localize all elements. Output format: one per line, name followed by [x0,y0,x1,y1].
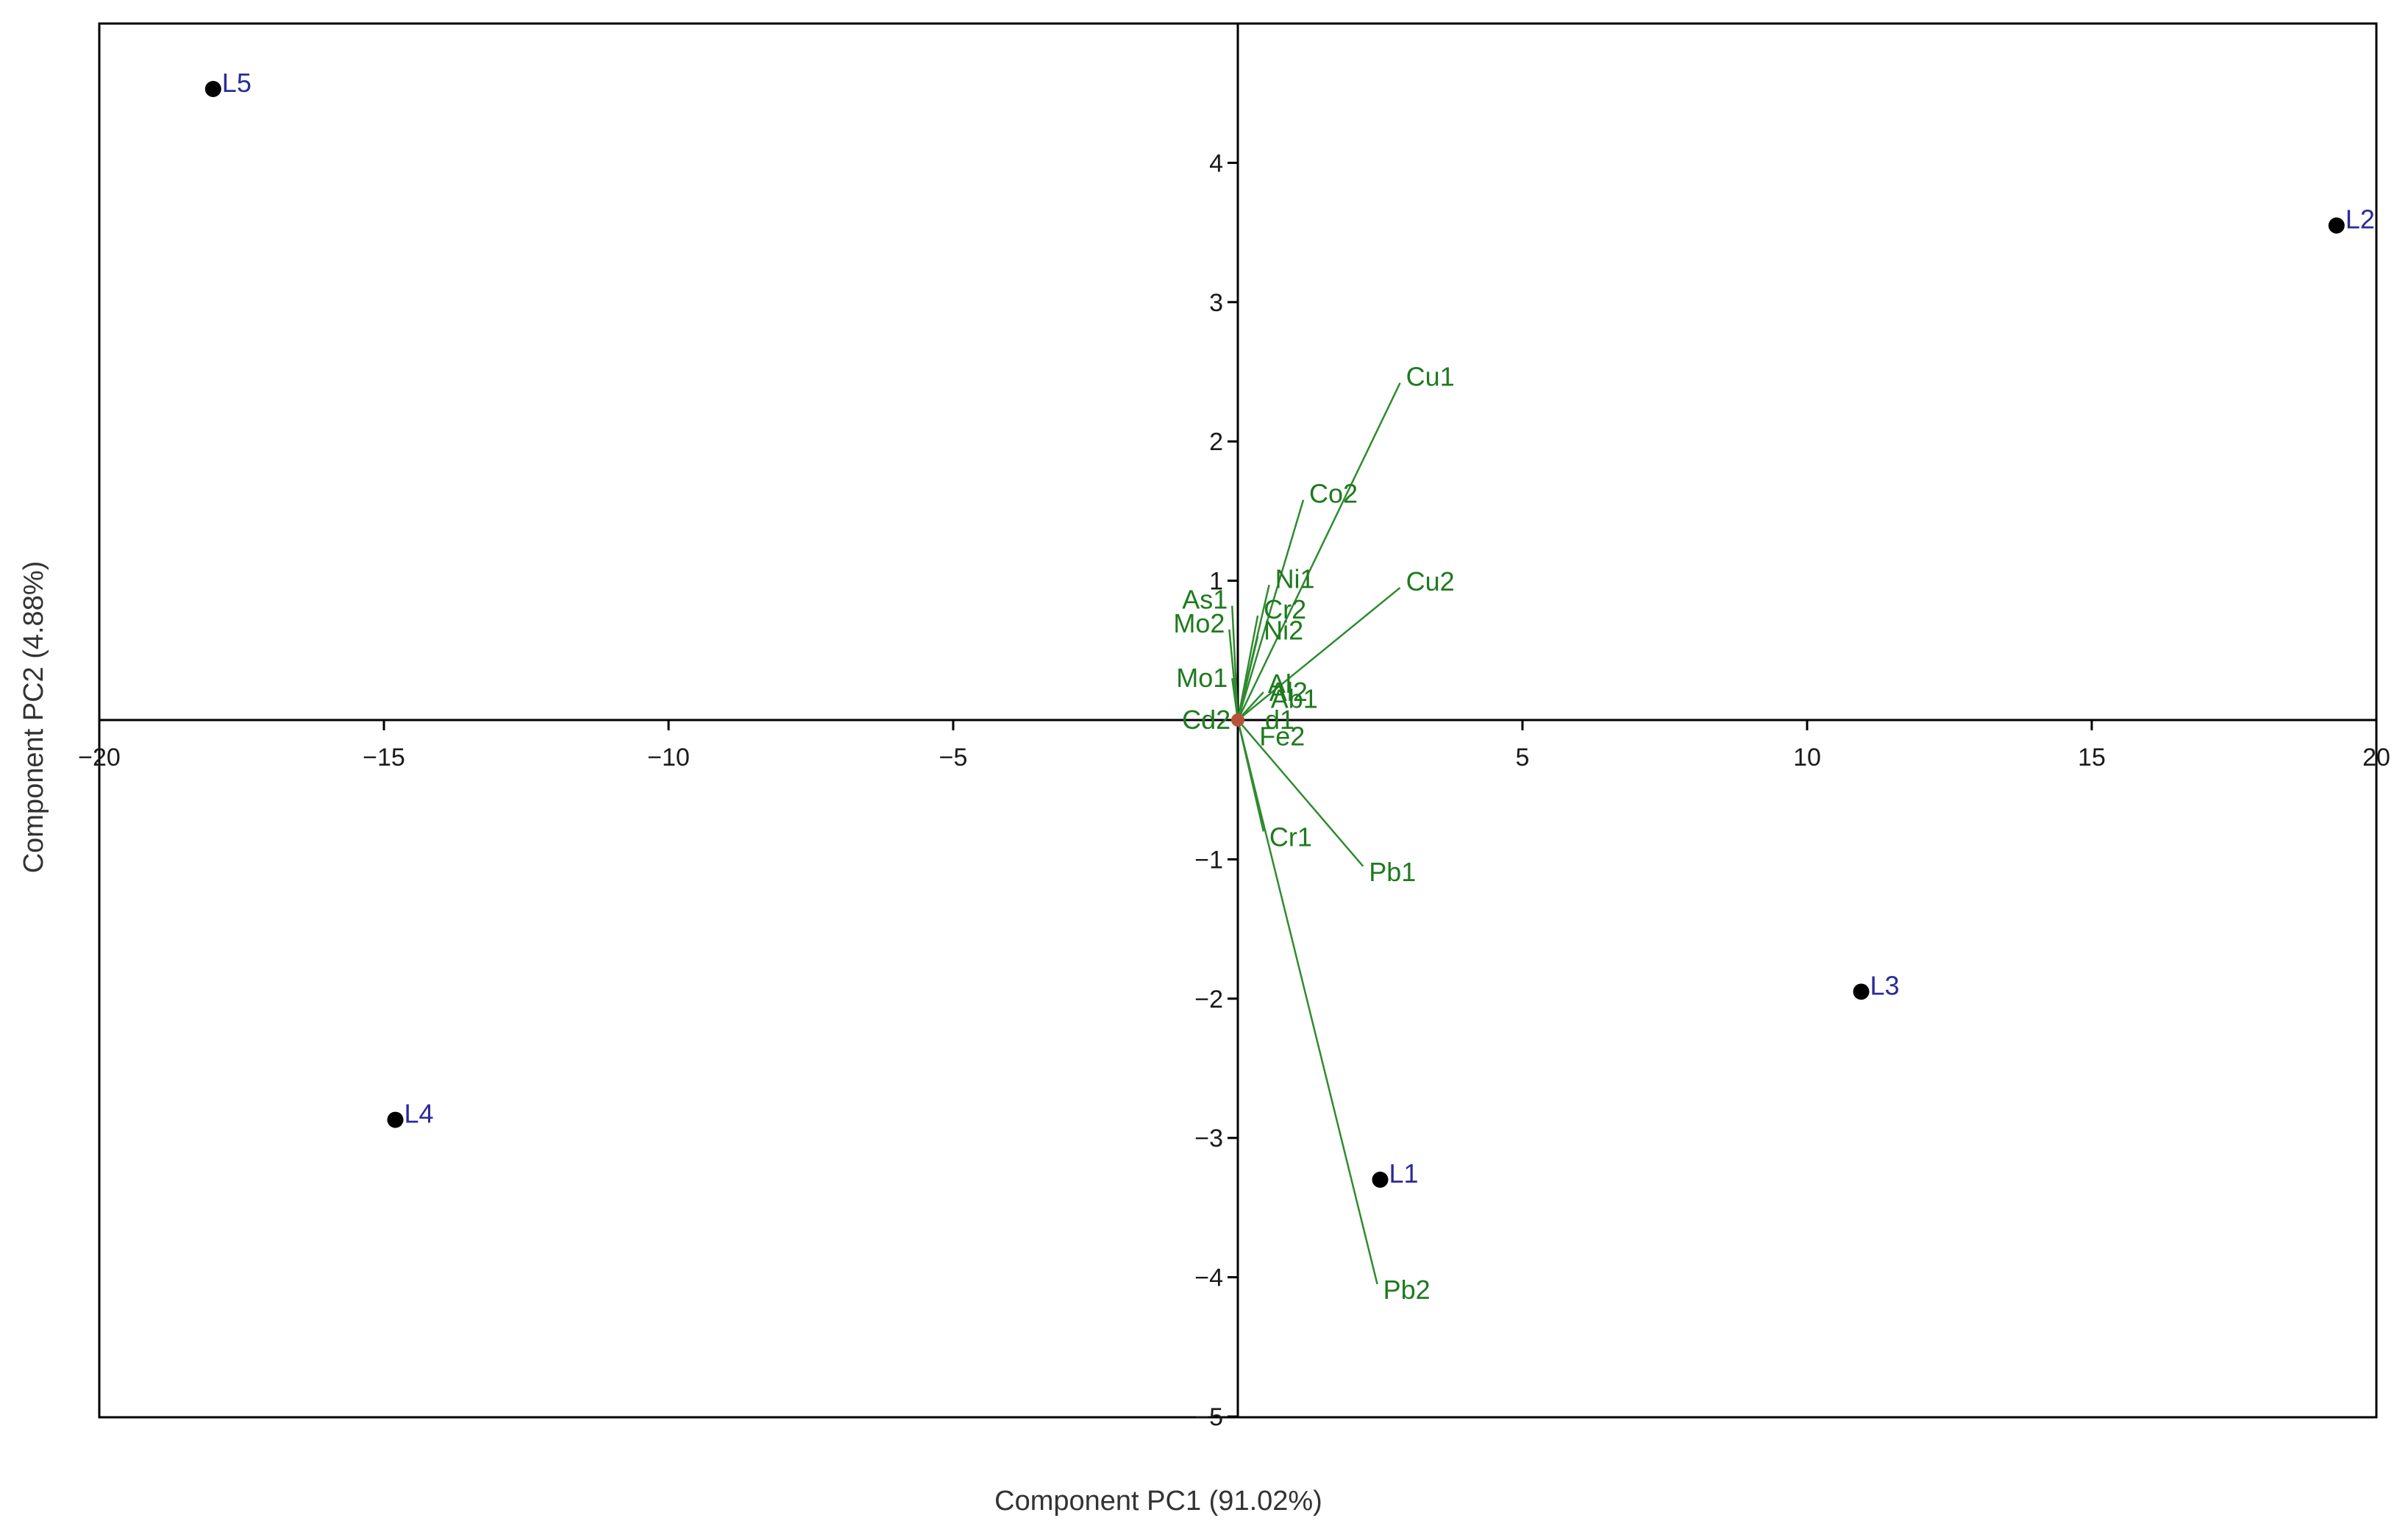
loading-label-fragment: Ab1 [1271,684,1318,714]
y-tick-label: −1 [1194,846,1223,874]
y-tick-label: −5 [1194,1403,1223,1431]
observation-label: L3 [1870,970,1900,1000]
observation-point [1372,1172,1389,1189]
loading-vector [1236,499,1305,721]
loading-label: Co2 [1309,479,1358,509]
loading-label: Cd2 [1182,705,1230,735]
y-tick-label: 2 [1209,428,1223,456]
observation-points: L1 L2 L3 L4 L5 [204,68,2375,1189]
loading-label: Mo1 [1176,663,1228,693]
axes: −20 −15 −10 −5 5 10 15 20 −5 −4 −3 −2 −1 1 2 3 4 [78,24,2390,1431]
loading-label-fragment: Al [1268,669,1292,699]
y-tick-label: 3 [1209,289,1223,317]
x-tick-label: 20 [2362,744,2390,772]
loading-vector [1236,636,1259,721]
x-tick-label: 5 [1516,744,1530,772]
loading-vector [1236,382,1401,721]
observation-label: L4 [404,1099,433,1129]
loading-label: Al2 [1269,677,1308,707]
x-axis-title: Component PC1 (91.02%) [994,1486,1322,1517]
loading-label: Ni1 [1275,563,1315,594]
y-tick-label: −2 [1194,986,1223,1013]
loading-vector [1237,719,1364,867]
loading-label-fragment: Fe2 [1259,722,1305,752]
observation-label: L1 [1389,1158,1419,1189]
x-tick-label: −15 [363,744,405,772]
observation-point [204,81,221,98]
loading-label: As1 [1182,585,1228,615]
x-tick-label: −5 [939,744,968,772]
x-tick-label: −20 [78,744,121,772]
y-axis-title: Component PC2 (4.88%) [18,561,49,874]
loading-vector [1237,587,1401,721]
loading-label: Cr2 [1264,594,1306,624]
x-tick-label: 10 [1793,744,1821,772]
y-tick-label: 4 [1209,149,1223,177]
loading-label: Cu1 [1406,362,1455,392]
loading-label: Mo2 [1173,608,1225,638]
x-tick-label: 15 [2078,744,2106,772]
observation-label: L2 [2345,204,2375,235]
observation-point [2328,217,2345,234]
origin-marker [1231,713,1244,727]
observation-point [387,1111,404,1128]
loading-vector [1236,719,1378,1285]
y-tick-label: −3 [1194,1125,1223,1152]
loading-vector [1231,678,1239,721]
loading-label: Cr1 [1269,822,1312,852]
y-tick-label: 1 [1209,568,1223,596]
loading-label: Ni2 [1264,615,1303,645]
loading-label: Cu2 [1406,566,1455,596]
loading-label-fragment: d1 [1265,705,1294,735]
loading-label: Pb1 [1369,857,1416,887]
loading-label: Pb2 [1383,1275,1431,1305]
observation-point [1853,983,1870,1000]
observation-label: L5 [222,68,252,98]
y-tick-label: −4 [1194,1264,1223,1292]
x-tick-label: −10 [647,744,690,772]
